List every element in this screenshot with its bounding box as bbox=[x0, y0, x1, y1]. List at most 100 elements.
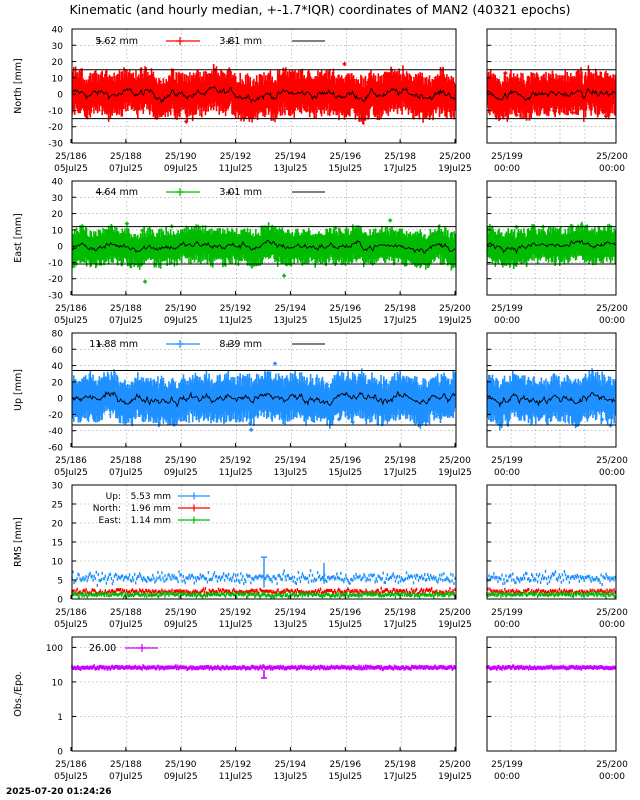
key-rms-value: 1.14 mm bbox=[131, 516, 171, 526]
footer-timestamp: 2025-07-20 01:24:26 bbox=[6, 787, 112, 797]
key-kinematic-label: 4.64 mm bbox=[95, 187, 138, 198]
x-tick-label-date: 11Jul25 bbox=[219, 468, 253, 478]
key-median-label: 8.39 mm bbox=[219, 339, 262, 350]
x-tick-label-day: 25/186 bbox=[55, 304, 87, 314]
hourly-median-line bbox=[72, 390, 456, 408]
key-median-marker: +- bbox=[225, 188, 235, 198]
x-tick-label-date: 13Jul25 bbox=[274, 772, 308, 782]
x-tick-label-date: 15Jul25 bbox=[328, 316, 362, 326]
x-tick-label-date: 15Jul25 bbox=[328, 620, 362, 630]
x-tick-label-date: 07Jul25 bbox=[109, 772, 143, 782]
x-tick-label-day: 25/186 bbox=[55, 152, 87, 162]
y-tick-label: -60 bbox=[48, 444, 63, 454]
x-tick-label-day: 25/192 bbox=[220, 456, 252, 466]
hourly-median-line bbox=[487, 239, 616, 255]
y-tick-label: -10 bbox=[48, 259, 63, 269]
key-obs-label: 26.00 bbox=[89, 643, 116, 654]
x-tick-label-date: 15Jul25 bbox=[328, 468, 362, 478]
key-rms-north-label: North: bbox=[93, 504, 121, 514]
y-tick-label: 30 bbox=[52, 194, 64, 204]
x-tick-label-day: 25/186 bbox=[55, 760, 87, 770]
x-tick-label-day: 25/196 bbox=[329, 456, 361, 466]
x-tick-label-time: 00:00 bbox=[494, 620, 520, 630]
y-tick-label: 40 bbox=[52, 178, 64, 188]
x-tick-label-date: 19Jul25 bbox=[438, 468, 472, 478]
x-tick-label-day: 25/199 bbox=[491, 456, 523, 466]
y-tick-label: -20 bbox=[48, 123, 63, 133]
x-tick-label-date: 19Jul25 bbox=[438, 316, 472, 326]
hourly-median-line bbox=[487, 88, 616, 102]
y-tick-label: 0 bbox=[57, 596, 63, 606]
x-tick-label-time: 00:00 bbox=[599, 772, 625, 782]
x-tick-label-day: 25/192 bbox=[220, 608, 252, 618]
y-tick-label: 10 bbox=[52, 74, 64, 84]
x-tick-label-day: 25/200 bbox=[439, 152, 471, 162]
panel-frame-zoom bbox=[486, 332, 617, 448]
y-tick-label: -20 bbox=[48, 275, 63, 285]
x-tick-label-day: 25/200 bbox=[439, 456, 471, 466]
x-tick-label-date: 09Jul25 bbox=[164, 164, 198, 174]
y-tick-label: 80 bbox=[52, 330, 64, 340]
x-tick-label-day: 25/198 bbox=[384, 760, 416, 770]
x-tick-label-day: 25/188 bbox=[110, 152, 142, 162]
hourly-median-line bbox=[72, 85, 456, 104]
panel-frame-main bbox=[71, 180, 457, 296]
x-tick-label-time: 00:00 bbox=[494, 164, 520, 174]
x-tick-label-day: 25/192 bbox=[220, 304, 252, 314]
kinematic-points-zoom bbox=[487, 65, 616, 122]
x-tick-label-day: 25/194 bbox=[275, 152, 307, 162]
key-kinematic-cross bbox=[176, 188, 184, 196]
kinematic-464mm-band bbox=[72, 218, 456, 284]
x-tick-label-time: 00:00 bbox=[599, 468, 625, 478]
key-rms-east-label: East: bbox=[99, 516, 121, 526]
y-tick-label: 20 bbox=[52, 58, 64, 68]
key-kinematic-label: 5.62 mm bbox=[95, 36, 138, 47]
x-tick-label-date: 05Jul25 bbox=[54, 772, 88, 782]
x-tick-label-day: 25/198 bbox=[384, 152, 416, 162]
x-tick-label-day: 25/194 bbox=[275, 760, 307, 770]
x-tick-label-time: 00:00 bbox=[599, 316, 625, 326]
y-tick-label: -30 bbox=[48, 140, 63, 150]
x-tick-label-day: 25/199 bbox=[491, 304, 523, 314]
x-tick-label-day: 25/200 bbox=[596, 456, 628, 466]
x-tick-label-date: 15Jul25 bbox=[328, 164, 362, 174]
y-tick-label: 25 bbox=[52, 501, 63, 511]
key-rms-up-label: Up: bbox=[106, 492, 121, 502]
x-tick-label-day: 25/198 bbox=[384, 304, 416, 314]
x-tick-label-day: 25/199 bbox=[491, 608, 523, 618]
x-tick-label-day: 25/200 bbox=[596, 760, 628, 770]
x-tick-label-day: 25/200 bbox=[439, 760, 471, 770]
x-tick-label-date: 19Jul25 bbox=[438, 620, 472, 630]
panel-frame-zoom bbox=[486, 636, 617, 752]
x-tick-label-day: 25/186 bbox=[55, 608, 87, 618]
x-tick-label-date: 11Jul25 bbox=[219, 164, 253, 174]
x-tick-label-day: 25/188 bbox=[110, 760, 142, 770]
y-axis-label: Up [mm] bbox=[13, 369, 24, 411]
x-tick-label-date: 07Jul25 bbox=[109, 164, 143, 174]
x-tick-label-date: 19Jul25 bbox=[438, 164, 472, 174]
x-tick-label-date: 17Jul25 bbox=[383, 468, 417, 478]
x-tick-label-day: 25/192 bbox=[220, 152, 252, 162]
y-tick-label: -30 bbox=[48, 292, 63, 302]
x-tick-label-day: 25/199 bbox=[491, 152, 523, 162]
y-tick-label: 0 bbox=[57, 91, 63, 101]
x-tick-label-day: 25/186 bbox=[55, 456, 87, 466]
kinematic-points-zoom bbox=[487, 368, 616, 431]
x-tick-label-day: 25/199 bbox=[491, 760, 523, 770]
x-tick-label-date: 13Jul25 bbox=[274, 316, 308, 326]
x-tick-label-date: 11Jul25 bbox=[219, 772, 253, 782]
x-tick-label-date: 05Jul25 bbox=[54, 316, 88, 326]
key-median-label: 3.01 mm bbox=[219, 187, 262, 198]
y-axis-label: East [mm] bbox=[13, 213, 24, 262]
kinematic-562mm-band bbox=[487, 65, 616, 122]
panel-frame-main bbox=[71, 636, 457, 752]
panel-5-main-grid bbox=[72, 637, 456, 751]
y-tick-label: 30 bbox=[52, 482, 64, 492]
key-rms-value: 5.53 mm bbox=[131, 492, 171, 502]
panel-frame-zoom bbox=[486, 28, 617, 144]
x-tick-label-day: 25/198 bbox=[384, 456, 416, 466]
x-tick-label-date: 17Jul25 bbox=[383, 772, 417, 782]
kinematic-points-main bbox=[72, 62, 456, 125]
x-tick-label-time: 00:00 bbox=[494, 316, 520, 326]
rms-up-series bbox=[71, 556, 456, 588]
